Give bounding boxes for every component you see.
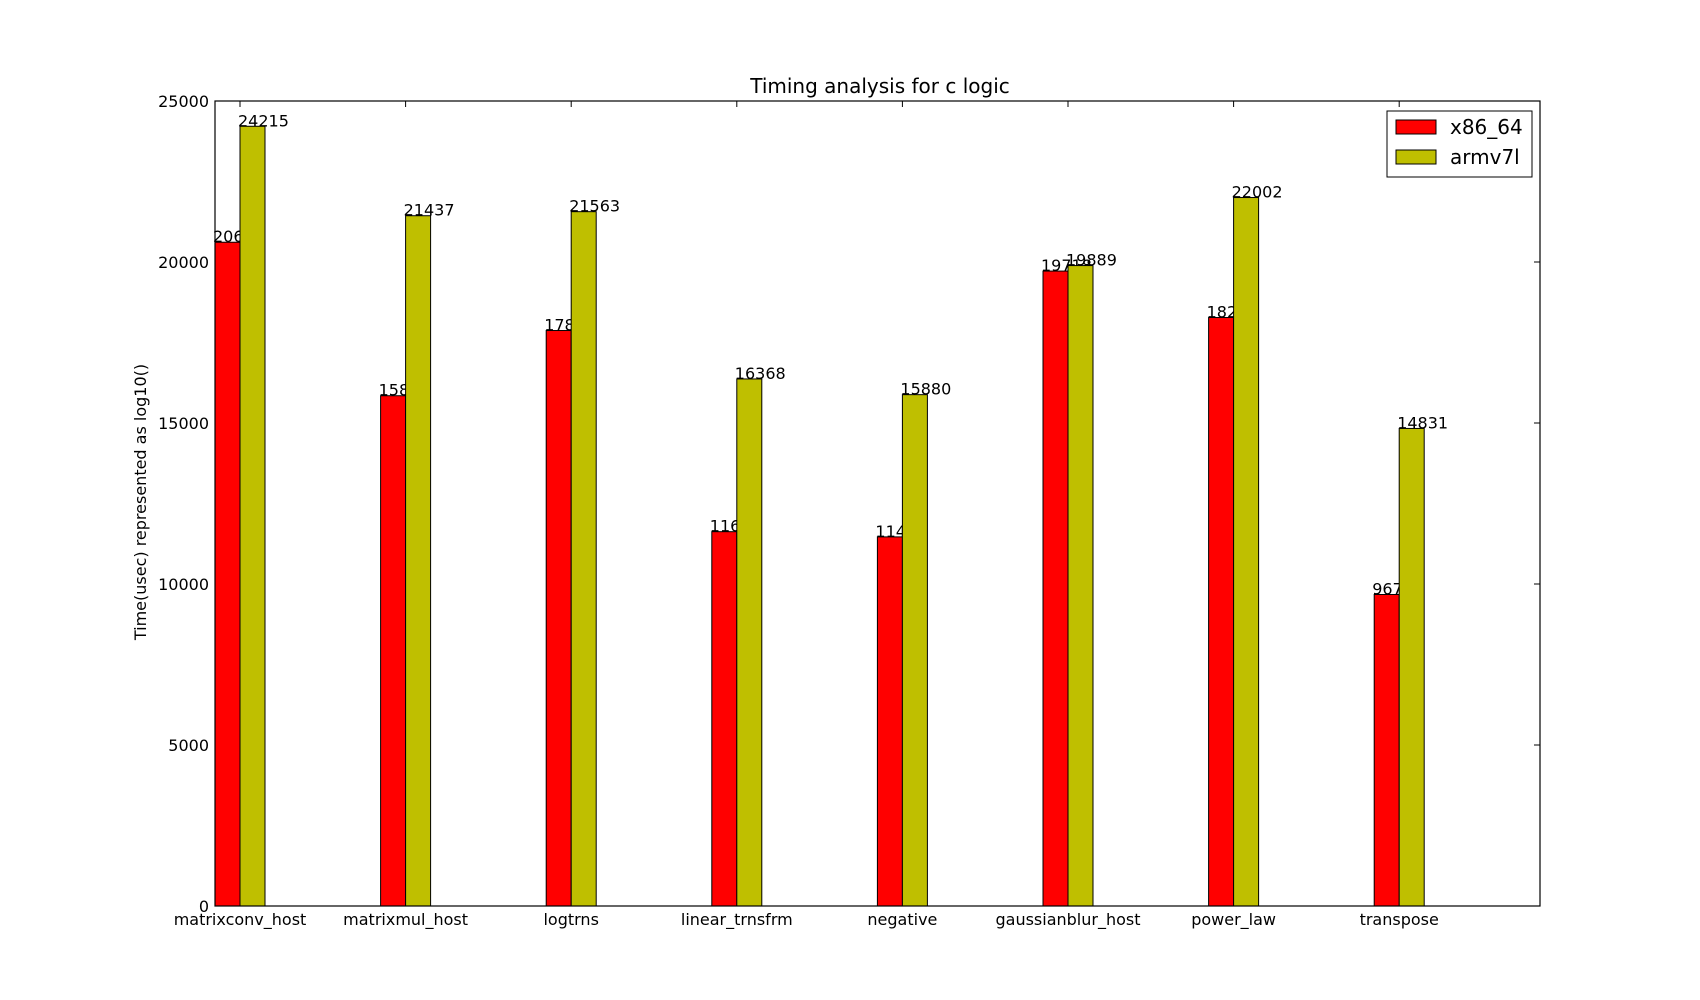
bar-armv7l bbox=[1067, 265, 1094, 907]
y-tick-label: 20000 bbox=[158, 253, 209, 272]
bar-armv7l bbox=[1233, 197, 1260, 907]
data-label: 21563 bbox=[569, 197, 620, 216]
data-label: 15880 bbox=[900, 380, 951, 399]
bar-armv7l bbox=[405, 215, 432, 907]
y-tick-label: 0 bbox=[199, 897, 209, 916]
y-tick-label: 5000 bbox=[168, 736, 209, 755]
legend-swatch bbox=[1395, 149, 1437, 165]
bar-armv7l bbox=[1398, 427, 1425, 907]
bar-armv7l bbox=[239, 125, 266, 907]
bar-x86-64 bbox=[380, 395, 407, 907]
data-label: 19889 bbox=[1066, 251, 1117, 270]
bar-x86-64 bbox=[711, 531, 738, 907]
legend: x86_64 armv7l bbox=[1386, 110, 1533, 178]
x-tick-label: transpose bbox=[1360, 910, 1439, 929]
chart-title: Timing analysis for c logic bbox=[749, 74, 1010, 98]
bar-x86-64 bbox=[1042, 270, 1069, 907]
bar-armv7l bbox=[570, 211, 597, 907]
x-tick-label: matrixconv_host bbox=[174, 910, 307, 930]
x-tick-label: logtrns bbox=[543, 910, 598, 929]
data-label: 14831 bbox=[1397, 413, 1448, 432]
x-tick-label: linear_trnsfrm bbox=[681, 910, 793, 930]
y-tick-label: 10000 bbox=[158, 575, 209, 594]
data-label: 21437 bbox=[404, 201, 455, 220]
plot-area: 0 5000 10000 15000 20000 25000 matrixconv_host… bbox=[158, 92, 1540, 930]
bar-armv7l bbox=[736, 378, 763, 907]
data-label: 22002 bbox=[1232, 183, 1283, 202]
bar-armv7l bbox=[901, 394, 928, 907]
data-label: 24215 bbox=[238, 111, 289, 130]
bar-x86-64 bbox=[214, 241, 241, 907]
y-tick-label: 25000 bbox=[158, 92, 209, 111]
y-axis-title: Time(usec) represented as log10() bbox=[131, 364, 150, 641]
legend-swatch bbox=[1395, 119, 1437, 135]
bar-x86-64 bbox=[876, 536, 903, 907]
y-tick-label: 15000 bbox=[158, 414, 209, 433]
plot-frame bbox=[214, 100, 1541, 907]
x-tick-label: gaussianblur_host bbox=[995, 910, 1140, 930]
legend-label: armv7l bbox=[1450, 145, 1520, 169]
x-tick-label: negative bbox=[867, 910, 937, 929]
bar-x86-64 bbox=[545, 330, 572, 907]
x-tick-label: matrixmul_host bbox=[343, 910, 468, 930]
data-label: 16368 bbox=[735, 364, 786, 383]
bar-x86-64 bbox=[1208, 317, 1235, 907]
bar-x86-64 bbox=[1373, 593, 1400, 907]
legend-label: x86_64 bbox=[1450, 115, 1523, 139]
x-tick-label: power_law bbox=[1191, 910, 1276, 930]
